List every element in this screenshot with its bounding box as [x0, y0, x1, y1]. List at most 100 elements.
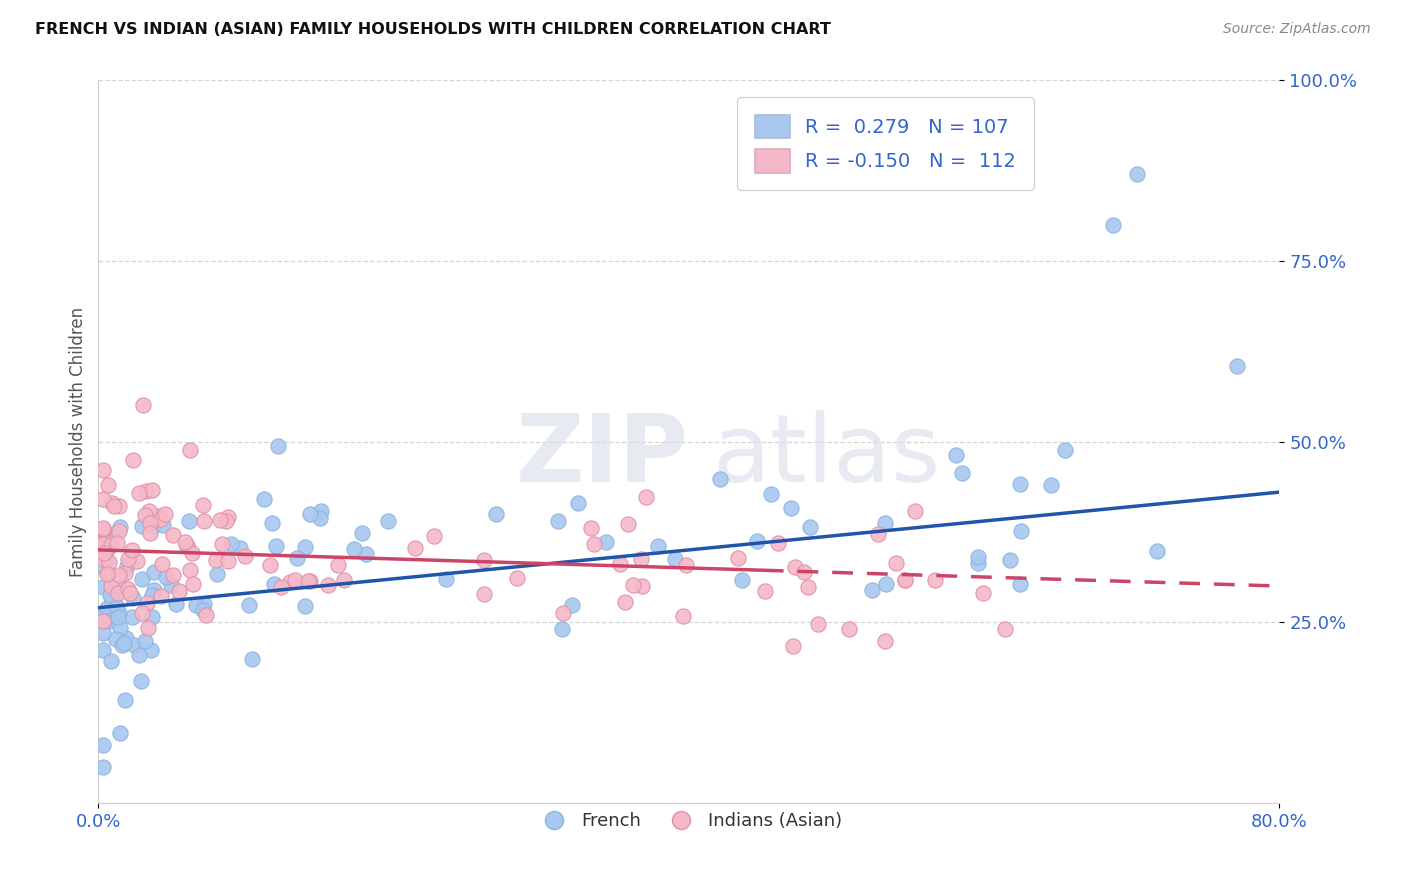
Point: [132, 398, 155, 412]
Point: [240, 652, 263, 666]
Point: [141, 483, 163, 497]
Point: [260, 516, 283, 531]
Point: [298, 574, 321, 588]
Point: [875, 633, 897, 648]
Point: [221, 537, 243, 551]
Point: [94, 554, 117, 568]
Point: [108, 621, 131, 635]
Point: [211, 537, 233, 551]
Point: [298, 507, 321, 521]
Point: [122, 453, 145, 467]
Point: [155, 570, 177, 584]
Point: [807, 617, 830, 632]
Point: [506, 571, 529, 585]
Point: [238, 598, 260, 612]
Point: [793, 565, 815, 579]
Point: [100, 496, 122, 510]
Point: [176, 539, 198, 553]
Point: [91, 523, 114, 537]
Y-axis label: Family Households with Children: Family Households with Children: [69, 307, 87, 576]
Point: [179, 442, 201, 457]
Point: [152, 517, 174, 532]
Point: [731, 573, 754, 587]
Point: [128, 648, 150, 662]
Point: [309, 504, 332, 518]
Point: [121, 591, 143, 605]
Point: [630, 552, 652, 566]
Point: [93, 614, 115, 628]
Point: [779, 500, 801, 515]
Point: [621, 578, 644, 592]
Point: [326, 558, 349, 572]
Point: [193, 597, 215, 611]
Point: [1008, 577, 1031, 591]
Point: [179, 563, 201, 577]
Point: [142, 583, 165, 598]
Point: [111, 638, 134, 652]
Point: [105, 536, 128, 550]
Point: [93, 552, 115, 566]
Point: [127, 553, 149, 567]
Point: [316, 578, 339, 592]
Point: [97, 566, 120, 580]
Point: [950, 466, 973, 480]
Point: [264, 540, 287, 554]
Point: [108, 499, 131, 513]
Point: [176, 539, 198, 553]
Point: [352, 526, 374, 541]
Point: [263, 577, 285, 591]
Point: [100, 538, 122, 552]
Point: [785, 559, 807, 574]
Point: [108, 581, 131, 595]
Point: [96, 601, 118, 615]
Point: [205, 566, 228, 581]
Point: [167, 584, 190, 599]
Point: [377, 514, 399, 528]
Point: [208, 513, 231, 527]
Point: [135, 484, 157, 499]
Point: [105, 599, 128, 614]
Point: [217, 509, 239, 524]
Point: [1226, 359, 1249, 374]
Point: [727, 551, 749, 566]
Point: [124, 638, 146, 652]
Point: [709, 471, 731, 485]
Point: [91, 463, 114, 477]
Point: [1146, 543, 1168, 558]
Point: [287, 550, 309, 565]
Point: [194, 608, 217, 623]
Point: [173, 535, 195, 549]
Point: [766, 536, 789, 550]
Point: [131, 607, 153, 621]
Point: [141, 642, 163, 657]
Point: [873, 516, 896, 530]
Point: [91, 738, 114, 752]
Point: [631, 579, 654, 593]
Point: [91, 614, 114, 628]
Point: [297, 574, 319, 588]
Point: [162, 527, 184, 541]
Point: [553, 606, 575, 620]
Point: [354, 547, 377, 561]
Point: [96, 567, 118, 582]
Point: [191, 603, 214, 617]
Point: [583, 537, 606, 551]
Point: [139, 525, 162, 540]
Point: [993, 622, 1015, 636]
Point: [967, 556, 990, 570]
Point: [613, 594, 636, 608]
Point: [284, 573, 307, 587]
Text: Source: ZipAtlas.com: Source: ZipAtlas.com: [1223, 22, 1371, 37]
Point: [98, 528, 121, 542]
Point: [142, 519, 165, 533]
Point: [97, 478, 120, 492]
Point: [253, 491, 276, 506]
Point: [617, 517, 640, 532]
Point: [91, 492, 114, 507]
Point: [672, 609, 695, 624]
Point: [105, 632, 128, 647]
Point: [179, 514, 201, 528]
Point: [107, 606, 129, 620]
Point: [108, 726, 131, 740]
Point: [294, 540, 316, 554]
